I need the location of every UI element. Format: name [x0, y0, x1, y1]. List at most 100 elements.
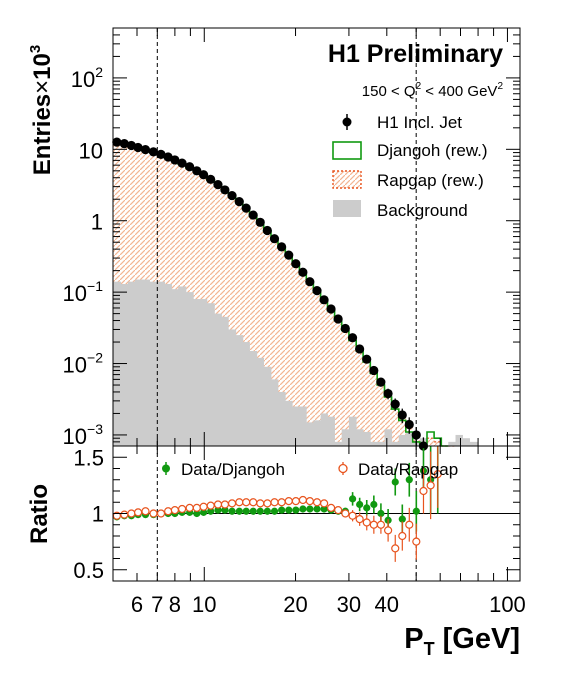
background-bin	[277, 391, 286, 446]
legend-label-data-djangoh: Data/Djangoh	[181, 460, 285, 479]
data-rapgap-point	[164, 507, 173, 516]
data-rapgap-point	[185, 503, 194, 512]
data-rapgap-point	[256, 499, 265, 508]
data-djangoh-point	[285, 506, 293, 514]
bottom-panel: 0.5 1 1.5 6 7 8 10 20 30 40 100 Data/Djangoh Data…	[26, 445, 526, 659]
data-rapgap-point	[170, 506, 179, 515]
data-rapgap-point	[341, 509, 350, 518]
data-djangoh-point	[200, 508, 208, 516]
h1-data-point	[397, 410, 407, 420]
background-bin	[327, 416, 335, 446]
h1-data-point	[262, 225, 272, 236]
legend-entry-background: Background	[333, 200, 468, 220]
data-djangoh-point	[221, 506, 229, 514]
h1-data-point	[376, 377, 386, 387]
background-bin	[405, 431, 414, 446]
h1-data-point	[355, 344, 365, 354]
data-rapgap-point	[133, 508, 143, 517]
h1-data-point	[112, 137, 122, 147]
background-bin	[149, 281, 158, 446]
h1-data-point	[255, 217, 265, 227]
background-bin	[299, 406, 307, 446]
h1-data-point	[220, 185, 230, 195]
x-tick-label: 30	[337, 592, 361, 617]
h1-data-point	[319, 295, 329, 305]
h1-data-point	[326, 304, 336, 314]
h1-data-point	[333, 314, 343, 324]
top-y-axis-label: Entries×103	[27, 45, 56, 175]
rapgap-bin	[292, 262, 300, 446]
x-tick-label: 20	[283, 592, 307, 617]
data-rapgap-point	[235, 498, 244, 507]
background-bin	[391, 441, 400, 446]
background-bin	[134, 279, 142, 446]
data-rapgap-point	[391, 544, 400, 553]
data-rapgap-point	[270, 498, 279, 507]
data-djangoh-point	[270, 507, 279, 515]
legend-entry-rapgap: Rapgap (rew.)	[332, 170, 484, 190]
y-tick-label: 10−2	[63, 350, 104, 378]
data-djangoh-point	[356, 500, 364, 509]
x-tick-label: 7	[151, 592, 163, 617]
background-bin	[157, 281, 166, 446]
h1-data-point	[369, 365, 379, 376]
data-rapgap-point	[177, 504, 187, 514]
x-tick-label: 40	[375, 592, 399, 617]
background-bin	[341, 429, 350, 446]
background-bin	[228, 329, 237, 446]
h1-data-point	[347, 333, 358, 343]
background-bin	[127, 281, 136, 446]
data-djangoh-point	[193, 509, 201, 518]
background-bin	[271, 379, 279, 446]
h1-data-point	[312, 286, 322, 296]
data-points-layer	[112, 137, 429, 451]
background-bin	[249, 350, 258, 446]
data-djangoh-point	[214, 506, 222, 514]
data-rapgap-point	[277, 498, 286, 507]
h1-data-point	[177, 158, 187, 168]
data-djangoh-point	[398, 515, 406, 523]
bottom-y-axis-label: Ratio	[26, 484, 53, 544]
h1-data-point	[241, 203, 251, 213]
legend-marker-h1	[342, 117, 352, 127]
background-bin	[221, 316, 229, 446]
legend-marker-background	[333, 200, 361, 217]
h1-data-point	[119, 139, 129, 149]
h1-data-point	[298, 267, 308, 277]
legend-entry-djangoh: Djangoh (rew.)	[332, 141, 488, 160]
legend-label-h1: H1 Incl. Jet	[377, 113, 462, 132]
y-tick-label: 102	[71, 64, 103, 92]
legend-marker-rapgap	[332, 170, 362, 189]
data-rapgap-point	[419, 486, 428, 496]
rapgap-bin	[285, 254, 293, 446]
top-panel: 102 10 1 10−1 10−2 10−3 H1 Preliminary 150 < …	[27, 27, 521, 451]
data-rapgap-point	[227, 499, 237, 508]
background-bin	[292, 406, 300, 446]
data-djangoh-point	[256, 507, 264, 515]
data-rapgap-point	[398, 531, 407, 541]
rapgap-bin	[356, 347, 364, 446]
data-rapgap-point	[284, 497, 293, 506]
data-rapgap-point	[433, 470, 442, 479]
data-rapgap-point	[206, 501, 215, 510]
background-bin	[242, 342, 250, 446]
data-djangoh-point	[377, 509, 385, 518]
h1-data-point	[340, 323, 350, 334]
data-djangoh-point	[349, 495, 357, 503]
data-djangoh-point	[235, 507, 243, 515]
data-djangoh-point	[320, 505, 328, 513]
rapgap-bin	[306, 279, 314, 446]
background-bin	[469, 441, 479, 446]
data-rapgap-point	[213, 500, 223, 509]
data-djangoh-point	[313, 505, 321, 513]
background-bin	[348, 416, 357, 446]
rapgap-bin	[384, 391, 392, 446]
data-rapgap-point	[199, 502, 208, 511]
data-djangoh-point	[249, 507, 257, 515]
data-djangoh-point	[412, 507, 420, 515]
background-bin	[363, 431, 371, 446]
legend-label-rapgap: Rapgap (rew.)	[377, 171, 484, 190]
data-rapgap-point	[412, 537, 421, 546]
x-axis-label: PT [GeV]	[404, 623, 520, 659]
